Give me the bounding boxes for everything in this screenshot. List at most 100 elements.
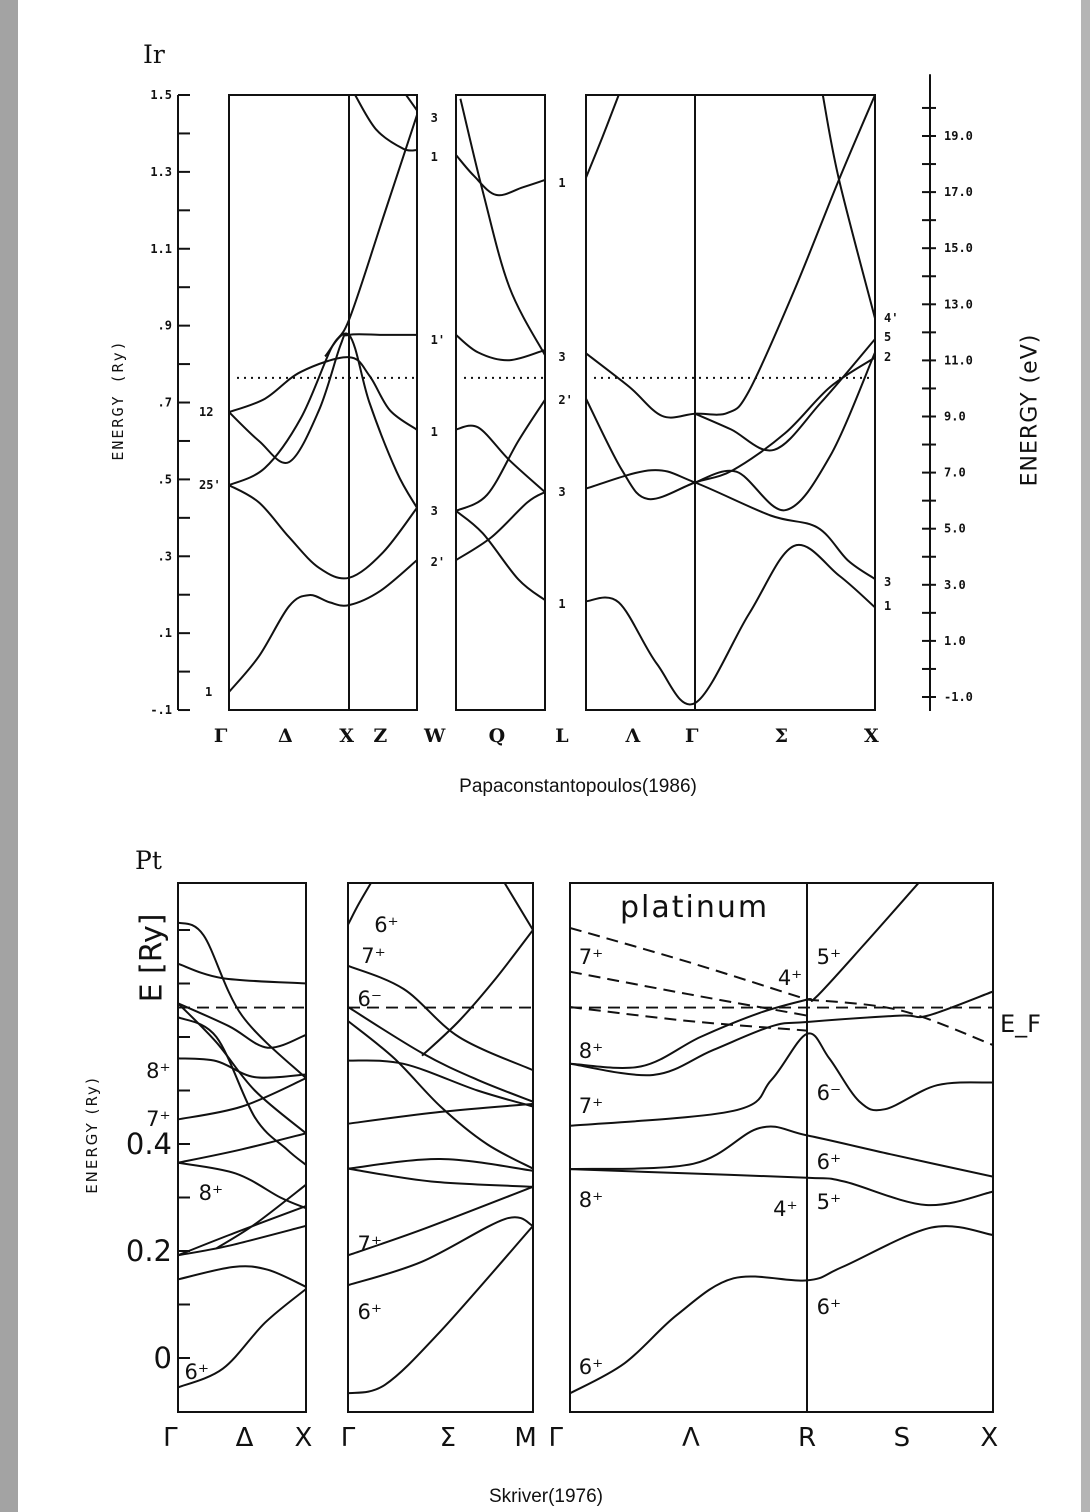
y-tick-label: 0.2 <box>126 1234 172 1268</box>
energy-band <box>570 1125 993 1178</box>
ir-ylabel: ENERGY (Ry) <box>109 339 127 461</box>
y-tick-label: .5 <box>158 472 172 486</box>
pt-caption: Skriver(1976) <box>488 1486 604 1507</box>
energy-band <box>421 929 533 1057</box>
energy-band <box>229 356 417 431</box>
band-label: 6⁺ <box>817 1295 841 1319</box>
k-point-label: X <box>295 1423 313 1453</box>
energy-band <box>456 510 545 601</box>
energy-band <box>178 1205 306 1257</box>
energy-band <box>348 1157 533 1172</box>
y2-tick-label: 3.0 <box>944 578 966 592</box>
y-tick-label: .3 <box>158 549 172 563</box>
panel-frame <box>585 94 876 711</box>
y2-tick-label: 5.0 <box>944 522 966 536</box>
k-point-label: Γ <box>685 725 699 747</box>
energy-band <box>821 95 875 319</box>
band-label: 1 <box>431 425 438 439</box>
energy-band <box>348 1102 533 1125</box>
band-label: 4' <box>884 311 898 325</box>
panel-2: 6⁺ 7⁺ 6⁻ 7⁺ 6⁺ Γ Σ M <box>341 882 537 1453</box>
band-label: 7⁺ <box>579 945 603 969</box>
energy-band <box>586 95 875 419</box>
scan-border-left <box>0 0 18 1512</box>
energy-band <box>570 1032 993 1127</box>
energy-band <box>348 883 373 926</box>
panel-frame <box>569 882 994 1413</box>
energy-band-dashed <box>570 970 808 1017</box>
energy-band <box>570 1168 993 1207</box>
k-point-label: R <box>798 1423 816 1453</box>
y2-tick-label: -1.0 <box>944 690 973 704</box>
energy-band <box>348 1216 533 1287</box>
y-tick-label: 0 <box>154 1341 172 1375</box>
ir-y2label: ENERGY (eV) <box>1017 333 1043 487</box>
band-label: 1 <box>431 150 438 164</box>
band-label: 6⁻ <box>358 987 382 1011</box>
panel-frame <box>455 94 546 711</box>
energy-band <box>405 95 417 111</box>
band-label: 3 <box>431 111 438 125</box>
energy-band <box>348 1006 533 1103</box>
band-label: 12 <box>199 405 213 419</box>
band-label: 4⁺ <box>778 966 802 990</box>
y2-tick-label: 13.0 <box>944 297 973 311</box>
energy-band <box>348 1167 533 1188</box>
k-point-label: X <box>980 1423 998 1453</box>
y2-tick-label: 7.0 <box>944 466 966 480</box>
y2-tick-label: 15.0 <box>944 241 973 255</box>
pt-title: Pt <box>135 846 162 875</box>
pt-ylabel-inner: E [Ry] <box>134 913 170 1003</box>
k-point-label: Γ <box>549 1423 564 1453</box>
panel-2: 1 3 2' 3 1 W Q L <box>423 94 573 747</box>
band-label: 1 <box>558 597 565 611</box>
energy-band <box>586 469 875 580</box>
y-tick-label: 1.5 <box>150 88 172 102</box>
energy-band <box>570 1225 993 1395</box>
energy-band <box>178 1224 306 1257</box>
panel-1: 8⁺ 7⁺ 8⁺ 6⁺ Γ Δ X <box>146 882 313 1453</box>
band-label: 2 <box>884 350 891 364</box>
energy-band-dashed <box>806 998 993 1046</box>
band-label: 5⁺ <box>817 1190 841 1214</box>
energy-band <box>229 114 417 487</box>
band-label: 8⁺ <box>199 1181 223 1205</box>
band-label: 6⁺ <box>579 1355 603 1379</box>
energy-band <box>348 1225 533 1395</box>
energy-band <box>178 962 306 985</box>
k-point-label: Σ <box>775 725 788 747</box>
energy-band <box>178 1161 306 1210</box>
energy-band <box>178 1288 306 1389</box>
k-point-label: Q <box>489 725 506 747</box>
band-label: 1 <box>558 176 565 190</box>
y2-tick-label: 11.0 <box>944 353 973 367</box>
energy-band <box>354 95 417 152</box>
k-point-label: M <box>514 1423 536 1453</box>
energy-band <box>459 98 545 356</box>
band-label: 8⁺ <box>579 1188 603 1212</box>
band-label: 3 <box>884 575 891 589</box>
band-label: 1' <box>431 333 445 347</box>
energy-band <box>586 95 620 178</box>
energy-band <box>456 334 545 362</box>
energy-band <box>348 964 533 1072</box>
k-point-label: Λ <box>682 1423 700 1453</box>
panel-frame <box>228 94 418 711</box>
k-point-label: W <box>423 725 446 747</box>
panel-frame <box>177 882 307 1413</box>
y2-tick-label: 9.0 <box>944 410 966 424</box>
energy-band <box>324 332 417 509</box>
band-label: 3 <box>558 485 565 499</box>
energy-band <box>178 1265 306 1288</box>
y-tick-label: 1.3 <box>150 165 172 179</box>
energy-band <box>178 1002 306 1135</box>
y2-tick-label: 1.0 <box>944 634 966 648</box>
band-label: 5⁺ <box>817 945 841 969</box>
k-point-label: Γ <box>341 1423 356 1453</box>
band-label: 4⁺ <box>773 1197 797 1221</box>
energy-band <box>586 543 875 706</box>
band-label: 7⁺ <box>579 1094 603 1118</box>
energy-band <box>229 559 417 693</box>
energy-band <box>178 1077 306 1121</box>
band-label: 6⁺ <box>817 1150 841 1174</box>
